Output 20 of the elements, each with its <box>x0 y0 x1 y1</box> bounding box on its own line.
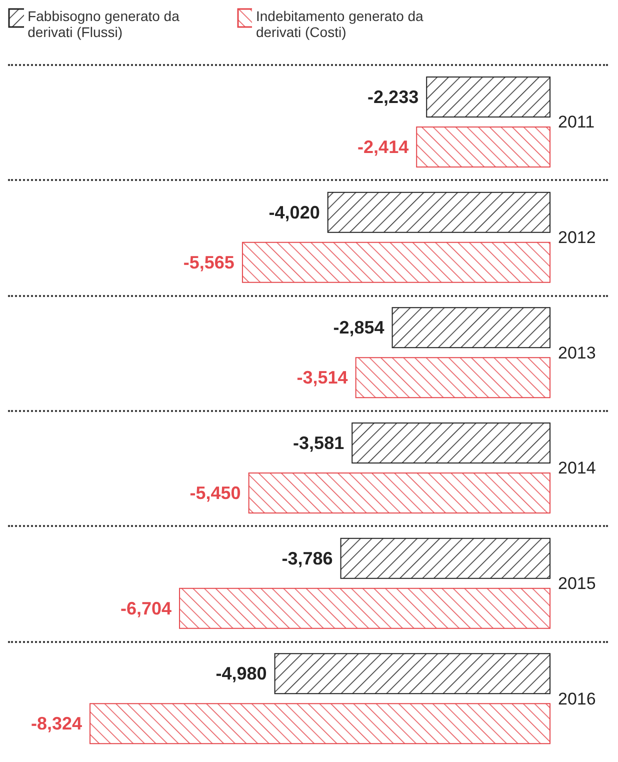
data-label: -6,704 <box>120 598 172 618</box>
legend-label: Indebitamento generato da derivati (Costi) <box>256 8 424 40</box>
data-label: -2,233 <box>368 87 419 107</box>
data-label: -4,980 <box>216 664 267 684</box>
data-label: -2,854 <box>333 318 384 338</box>
data-label: -8,324 <box>30 714 82 734</box>
y-tick-label: 2011 <box>558 112 595 132</box>
y-tick-label: 2015 <box>558 574 596 594</box>
data-label: -5,450 <box>190 483 241 503</box>
y-tick-label: 2016 <box>558 689 596 708</box>
data-label: -4,020 <box>268 202 320 222</box>
data-label: -2,414 <box>358 137 409 157</box>
y-tick-label: 2014 <box>558 458 596 478</box>
legend-label: Fabbisogno generato da derivati (Flussi) <box>28 8 180 40</box>
data-label: -3,581 <box>293 433 344 453</box>
y-tick-label: 2013 <box>558 343 596 362</box>
data-label: -5,565 <box>183 252 234 272</box>
y-tick-label: 2012 <box>558 228 596 248</box>
data-label: -3,514 <box>296 368 348 388</box>
data-label: -3,786 <box>282 548 333 568</box>
